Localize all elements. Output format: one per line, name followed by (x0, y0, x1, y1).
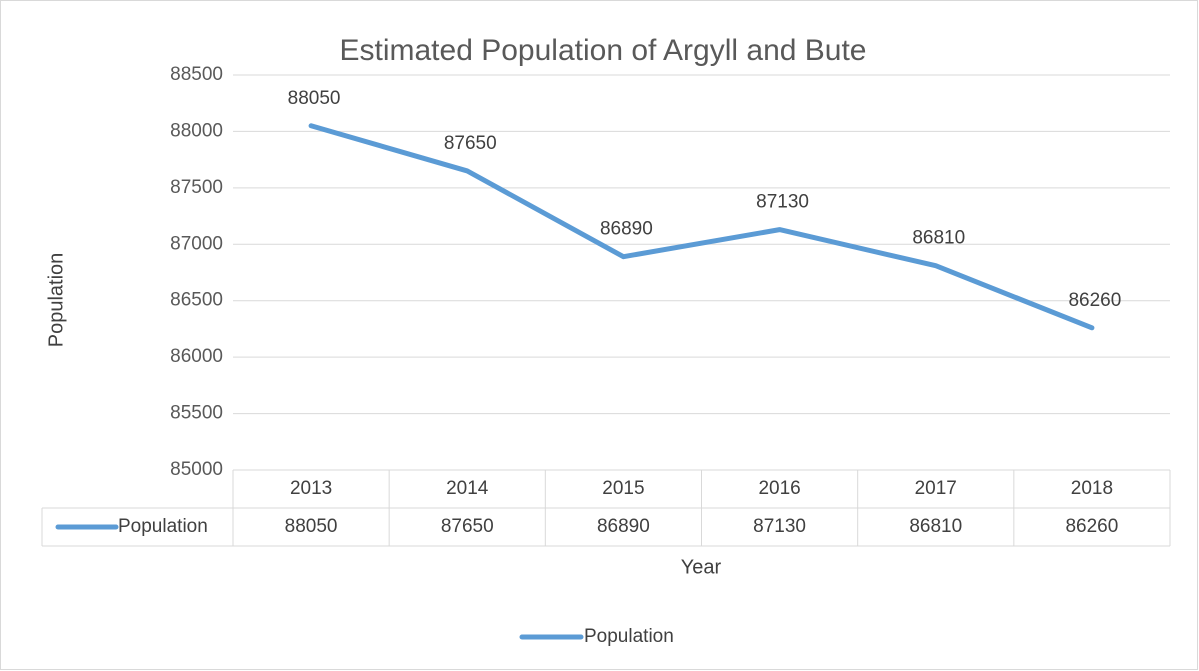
y-tick-label: 87500 (170, 177, 223, 198)
x-tick-label: 2016 (758, 478, 800, 499)
data-label: 86890 (600, 219, 653, 240)
x-tick-label: 2017 (915, 478, 957, 499)
y-tick-label: 86000 (170, 346, 223, 367)
data-label: 87130 (756, 192, 809, 213)
data-label: 87650 (444, 133, 497, 154)
table-cell: 87650 (441, 516, 494, 537)
chart-title: Estimated Population of Argyll and Bute (340, 34, 867, 67)
table-cell: 87130 (753, 516, 806, 537)
y-tick-label: 85000 (170, 459, 223, 480)
x-tick-label: 2015 (602, 478, 644, 499)
y-axis-title: Population (45, 253, 67, 348)
data-label: 86810 (912, 228, 965, 249)
y-tick-label: 88500 (170, 64, 223, 85)
y-tick-label: 88000 (170, 120, 223, 141)
y-tick-label: 87000 (170, 233, 223, 254)
data-label: 88050 (288, 88, 341, 109)
data-label: 86260 (1068, 290, 1121, 311)
table-cell: 86810 (909, 516, 962, 537)
table-cell: 86260 (1065, 516, 1118, 537)
y-tick-label: 85500 (170, 403, 223, 424)
table-cell: 88050 (285, 516, 338, 537)
x-tick-label: 2018 (1071, 478, 1113, 499)
legend-label: Population (584, 626, 674, 647)
table-cell: 86890 (597, 516, 650, 537)
line (308, 123, 1095, 331)
x-tick-label: 2014 (446, 478, 489, 499)
x-axis-title: Year (681, 556, 722, 578)
table-series-name: Population (118, 516, 208, 537)
x-tick-label: 2013 (290, 478, 332, 499)
y-tick-label: 86500 (170, 290, 223, 311)
